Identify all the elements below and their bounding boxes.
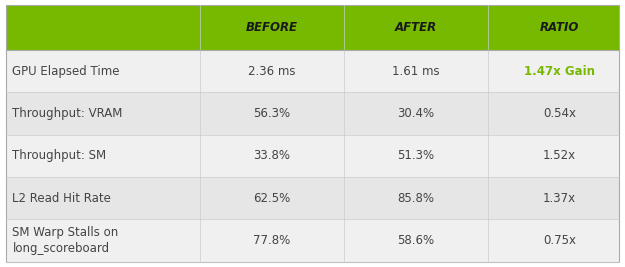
Bar: [6, 50, 619, 92]
Text: 1.37x: 1.37x: [542, 192, 576, 205]
Text: Throughput: SM: Throughput: SM: [12, 150, 107, 162]
Text: 0.54x: 0.54x: [543, 107, 576, 120]
Text: 30.4%: 30.4%: [397, 107, 434, 120]
Text: 2.36 ms: 2.36 ms: [248, 65, 296, 78]
Text: 51.3%: 51.3%: [397, 150, 434, 162]
Text: 58.6%: 58.6%: [397, 234, 434, 247]
Text: BEFORE: BEFORE: [246, 21, 298, 34]
Text: 77.8%: 77.8%: [253, 234, 291, 247]
Text: Throughput: VRAM: Throughput: VRAM: [12, 107, 123, 120]
Text: 1.61 ms: 1.61 ms: [392, 65, 439, 78]
Text: 85.8%: 85.8%: [397, 192, 434, 205]
Text: 62.5%: 62.5%: [253, 192, 291, 205]
Bar: [6, 177, 619, 219]
Text: GPU Elapsed Time: GPU Elapsed Time: [12, 65, 120, 78]
Bar: [6, 219, 619, 262]
Text: 1.52x: 1.52x: [542, 150, 576, 162]
Text: AFTER: AFTER: [394, 21, 437, 34]
Text: 56.3%: 56.3%: [253, 107, 291, 120]
Text: SM Warp Stalls on
long_scoreboard: SM Warp Stalls on long_scoreboard: [12, 226, 119, 255]
Bar: [6, 92, 619, 135]
Bar: [6, 135, 619, 177]
Bar: [6, 5, 619, 50]
Text: RATIO: RATIO: [540, 21, 579, 34]
Text: 33.8%: 33.8%: [253, 150, 291, 162]
Text: L2 Read Hit Rate: L2 Read Hit Rate: [12, 192, 111, 205]
Text: 1.47x Gain: 1.47x Gain: [524, 65, 595, 78]
Text: 0.75x: 0.75x: [543, 234, 576, 247]
